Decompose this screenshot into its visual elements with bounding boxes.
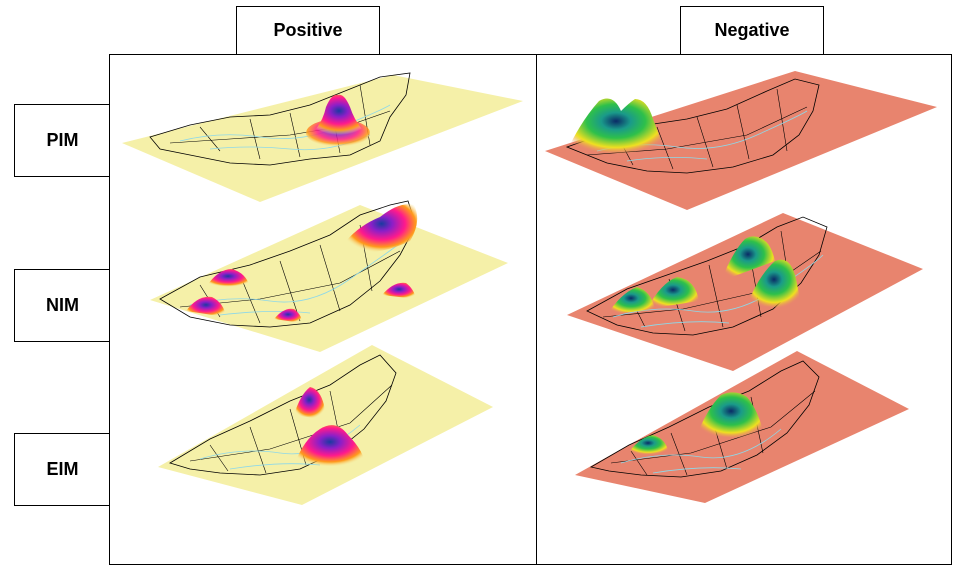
peak bbox=[382, 282, 416, 299]
row-label-nim: NIM bbox=[14, 269, 111, 342]
positive-panel bbox=[109, 54, 537, 565]
map-inner-borders bbox=[610, 390, 816, 476]
peak bbox=[186, 296, 226, 317]
map-plane bbox=[545, 71, 937, 210]
map-rivers bbox=[612, 254, 824, 328]
peak bbox=[607, 287, 655, 315]
peak bbox=[697, 392, 765, 439]
negative-eim-map bbox=[575, 351, 909, 503]
peak bbox=[721, 236, 775, 281]
map-outline bbox=[586, 216, 828, 336]
map-plane bbox=[567, 213, 923, 371]
positive-pim-map bbox=[122, 72, 523, 202]
map-inner-borders bbox=[189, 384, 393, 474]
peak bbox=[567, 98, 665, 155]
peak bbox=[274, 308, 302, 323]
map-outline bbox=[565, 78, 820, 174]
peak bbox=[627, 435, 669, 455]
peak bbox=[310, 94, 368, 135]
column-header-positive: Positive bbox=[236, 6, 380, 55]
negative-pim-map bbox=[545, 71, 937, 210]
map-outline bbox=[589, 360, 820, 478]
row-label-eim: EIM bbox=[14, 433, 111, 506]
positive-maps bbox=[122, 72, 523, 505]
peak bbox=[647, 277, 699, 309]
map-plane bbox=[158, 345, 493, 505]
column-header-negative: Negative bbox=[680, 6, 824, 55]
peak bbox=[346, 204, 418, 253]
row-label-pim: PIM bbox=[14, 104, 111, 177]
peak bbox=[747, 259, 801, 309]
map-rivers bbox=[620, 428, 782, 474]
positive-nim-map bbox=[150, 200, 508, 352]
negative-panel bbox=[536, 54, 952, 565]
map-outline bbox=[149, 72, 411, 166]
negative-nim-map bbox=[567, 213, 923, 371]
negative-maps bbox=[545, 71, 937, 503]
map-rivers bbox=[189, 238, 407, 316]
peak bbox=[206, 269, 250, 287]
positive-eim-map bbox=[158, 345, 493, 505]
peak bbox=[294, 387, 325, 419]
map-plane bbox=[150, 205, 508, 352]
peak bbox=[294, 425, 366, 467]
map-outline bbox=[169, 354, 397, 476]
